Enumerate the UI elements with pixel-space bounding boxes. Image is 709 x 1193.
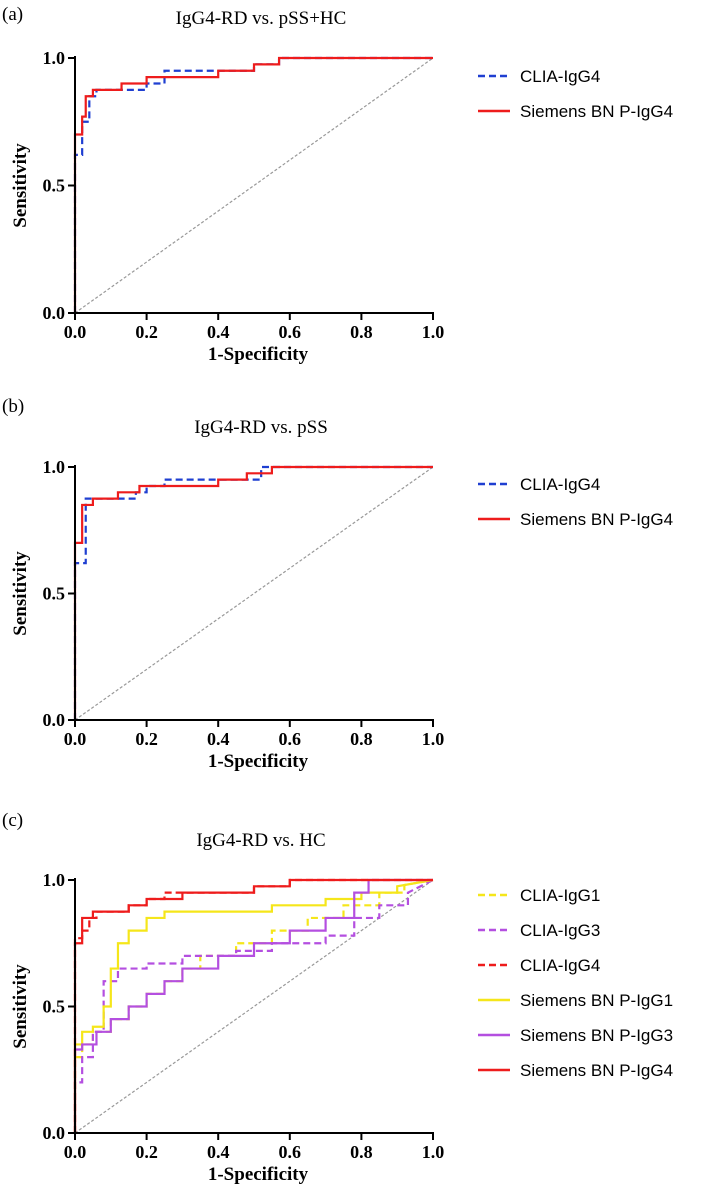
y-axis-label: Sensitivity [10, 143, 31, 228]
x-tick-label: 1.0 [422, 1142, 445, 1162]
roc-curve-clia-igg3 [73, 879, 434, 1133]
x-tick-label: 0.6 [279, 729, 302, 749]
legend-label: CLIA-IgG4 [520, 956, 600, 975]
x-tick-label: 0.8 [350, 1142, 373, 1162]
x-axis-label: 1-Specificity [208, 344, 309, 365]
y-tick-label: 0.5 [43, 584, 66, 604]
y-tick-label: 0.5 [43, 176, 66, 196]
y-tick-label: 0.5 [43, 997, 66, 1017]
panel-label: (c) [2, 810, 23, 831]
reference-diagonal-line [74, 466, 434, 721]
reference-diagonal-line [74, 57, 434, 314]
roc-curve-siemens-bn-p-igg4 [73, 465, 433, 720]
x-tick-label: 0.8 [350, 322, 373, 342]
legend: CLIA-IgG1 CLIA-IgG3 CLIA-IgG4 Siemens BN P-… [478, 886, 673, 1080]
legend: CLIA-IgG4 Siemens BN P-IgG4 [478, 67, 673, 121]
y-axis-label: Sensitivity [10, 964, 31, 1049]
x-tick-label: 0.4 [207, 729, 230, 749]
legend-label: Siemens BN P-IgG4 [520, 510, 673, 529]
y-tick-label: 1.0 [43, 457, 66, 477]
y-tick-label: 0.0 [43, 710, 66, 730]
x-tick-label: 0.2 [135, 322, 158, 342]
roc-panel-2: (b) IgG4-RD vs. pSS 0.0 0.2 0.4 0.6 0.8 1.0 0.0 0… [2, 396, 673, 772]
x-tick-label: 0.0 [64, 729, 87, 749]
roc-curve-clia-igg4 [73, 465, 433, 720]
roc-curve-siemens-bn-p-igg1 [73, 878, 434, 1133]
x-tick-label: 0.6 [279, 1142, 302, 1162]
roc-panel-3: (c) IgG4-RD vs. HC 0.0 0.2 0.4 0.6 0.8 1.0 0.0 0.… [2, 810, 673, 1185]
roc-curve-clia-igg1 [73, 878, 434, 1133]
chart-title: IgG4-RD vs. HC [196, 830, 325, 851]
legend-label: Siemens BN P-IgG1 [520, 991, 673, 1010]
legend-label: CLIA-IgG3 [520, 921, 600, 940]
x-tick-label: 0.8 [350, 729, 373, 749]
legend-label: Siemens BN P-IgG4 [520, 102, 673, 121]
x-tick-label: 0.6 [279, 322, 302, 342]
roc-curve-siemens-bn-p-igg3 [73, 878, 433, 1133]
chart-title: IgG4-RD vs. pSS+HC [176, 8, 347, 29]
x-tick-label: 0.0 [64, 1142, 87, 1162]
legend: CLIA-IgG4 Siemens BN P-IgG4 [478, 475, 673, 529]
x-axis-label: 1-Specificity [208, 751, 309, 772]
legend-label: CLIA-IgG4 [520, 475, 600, 494]
reference-diagonal-line [74, 879, 434, 1134]
roc-curve-siemens-bn-p-igg4 [73, 56, 433, 313]
panel-label: (b) [2, 396, 24, 417]
y-axis-label: Sensitivity [10, 551, 31, 636]
y-tick-label: 1.0 [43, 870, 66, 890]
panel-label: (a) [2, 4, 23, 25]
legend-label: CLIA-IgG1 [520, 886, 600, 905]
y-tick-label: 1.0 [43, 48, 66, 68]
roc-panel-1: (a) IgG4-RD vs. pSS+HC 0.0 0.2 0.4 0.6 0.8 1.0 0… [2, 4, 673, 365]
x-tick-label: 1.0 [422, 322, 445, 342]
y-tick-label: 0.0 [43, 1123, 66, 1143]
chart-title: IgG4-RD vs. pSS [194, 417, 328, 438]
x-axis-label: 1-Specificity [208, 1164, 309, 1185]
x-tick-label: 0.4 [207, 1142, 230, 1162]
x-tick-label: 0.0 [64, 322, 87, 342]
x-tick-label: 1.0 [422, 729, 445, 749]
legend-label: CLIA-IgG4 [520, 67, 600, 86]
x-tick-label: 0.2 [135, 729, 158, 749]
x-tick-label: 0.4 [207, 322, 230, 342]
y-tick-label: 0.0 [43, 303, 66, 323]
legend-label: Siemens BN P-IgG4 [520, 1061, 673, 1080]
x-tick-label: 0.2 [135, 1142, 158, 1162]
legend-label: Siemens BN P-IgG3 [520, 1026, 673, 1045]
roc-curve-siemens-bn-p-igg4 [73, 878, 433, 1133]
